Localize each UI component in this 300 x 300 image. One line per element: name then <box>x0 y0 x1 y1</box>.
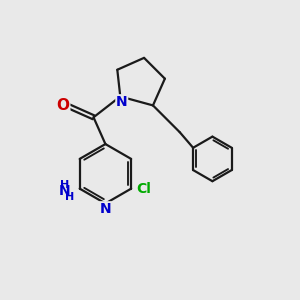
Text: H: H <box>60 180 69 190</box>
Text: Cl: Cl <box>136 182 151 196</box>
Text: H: H <box>65 192 74 202</box>
Text: O: O <box>57 98 70 113</box>
Text: N: N <box>58 184 70 198</box>
Text: N: N <box>100 202 111 216</box>
Text: N: N <box>116 95 128 109</box>
